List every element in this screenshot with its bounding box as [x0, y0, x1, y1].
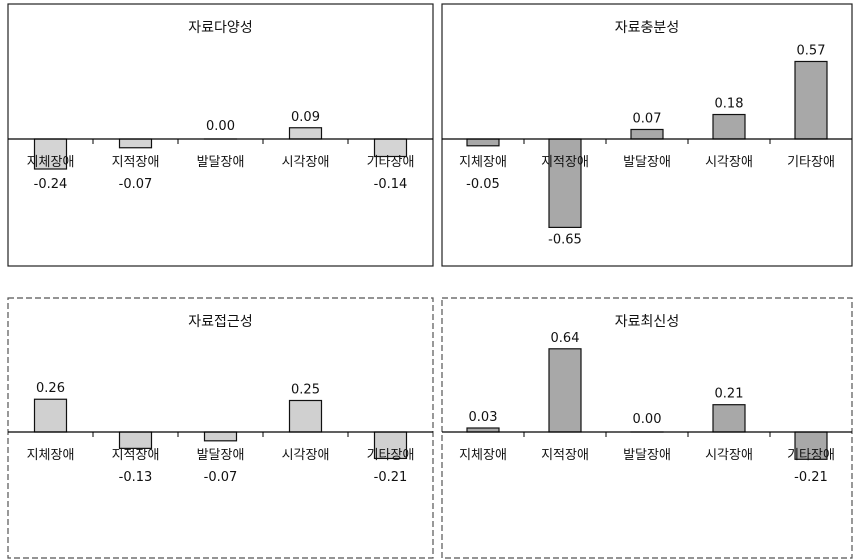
- bar-4: [288, 127, 323, 140]
- chart-frame: [7, 297, 434, 559]
- bar-5: [373, 138, 408, 158]
- chart-frame: [7, 3, 434, 267]
- value-label-4: 0.09: [291, 110, 320, 125]
- category-label-5: 기타장애: [367, 448, 415, 463]
- category-label-2: 지적장애: [112, 155, 160, 170]
- value-label-3: -0.07: [204, 470, 238, 485]
- category-label-3: 발달장애: [623, 448, 671, 463]
- value-label-4: 0.25: [291, 383, 320, 398]
- value-label-5: -0.21: [794, 470, 828, 485]
- value-label-1: -0.05: [466, 177, 500, 192]
- value-label-4: 0.21: [715, 387, 744, 402]
- value-label-2: 0.64: [551, 331, 580, 346]
- category-label-4: 시각장애: [282, 155, 330, 170]
- bar-2: [118, 431, 153, 449]
- chart-title: 자료접근성: [188, 314, 252, 330]
- value-label-2: -0.07: [119, 177, 153, 192]
- value-label-4: 0.18: [715, 97, 744, 112]
- category-label-3: 발달장애: [197, 155, 245, 170]
- chart-title: 자료최신성: [615, 314, 679, 330]
- bar-5: [794, 60, 828, 140]
- category-label-2: 지적장애: [541, 448, 589, 463]
- bar-4: [712, 113, 746, 140]
- category-label-1: 지체장애: [27, 448, 75, 463]
- chart-title: 자료다양성: [188, 20, 252, 36]
- category-label-3: 발달장애: [197, 448, 245, 463]
- category-label-2: 지적장애: [541, 155, 589, 170]
- bar-1: [466, 138, 500, 147]
- category-label-1: 지체장애: [459, 155, 507, 170]
- category-label-5: 기타장애: [787, 155, 835, 170]
- bar-4: [712, 404, 746, 433]
- value-label-3: 0.00: [633, 412, 662, 427]
- category-label-1: 지체장애: [27, 155, 75, 170]
- category-label-1: 지체장애: [459, 448, 507, 463]
- chart-title: 자료충분성: [615, 20, 679, 36]
- value-label-5: -0.21: [374, 470, 408, 485]
- value-label-5: -0.14: [374, 177, 408, 192]
- bar-2: [548, 348, 582, 433]
- chart-frame: [441, 297, 853, 559]
- bar-2: [548, 138, 582, 229]
- bar-3: [203, 431, 238, 442]
- category-label-5: 기타장애: [787, 448, 835, 463]
- value-label-1: 0.26: [36, 381, 65, 396]
- bar-5: [794, 431, 828, 460]
- value-label-3: 0.07: [633, 111, 662, 126]
- value-label-2: -0.13: [119, 470, 153, 485]
- bar-1: [33, 138, 68, 170]
- value-label-5: 0.57: [797, 43, 826, 58]
- category-label-4: 시각장애: [282, 448, 330, 463]
- value-label-2: -0.65: [548, 232, 582, 247]
- category-label-5: 기타장애: [367, 155, 415, 170]
- bar-3: [630, 128, 664, 140]
- category-label-3: 발달장애: [623, 155, 671, 170]
- bar-1: [33, 398, 68, 433]
- category-label-2: 지적장애: [112, 448, 160, 463]
- category-label-4: 시각장애: [705, 155, 753, 170]
- value-label-1: -0.24: [34, 177, 68, 192]
- value-label-1: 0.03: [469, 410, 498, 425]
- value-label-3: 0.00: [206, 119, 235, 134]
- category-label-4: 시각장애: [705, 448, 753, 463]
- bar-2: [118, 138, 153, 149]
- bar-4: [288, 399, 323, 433]
